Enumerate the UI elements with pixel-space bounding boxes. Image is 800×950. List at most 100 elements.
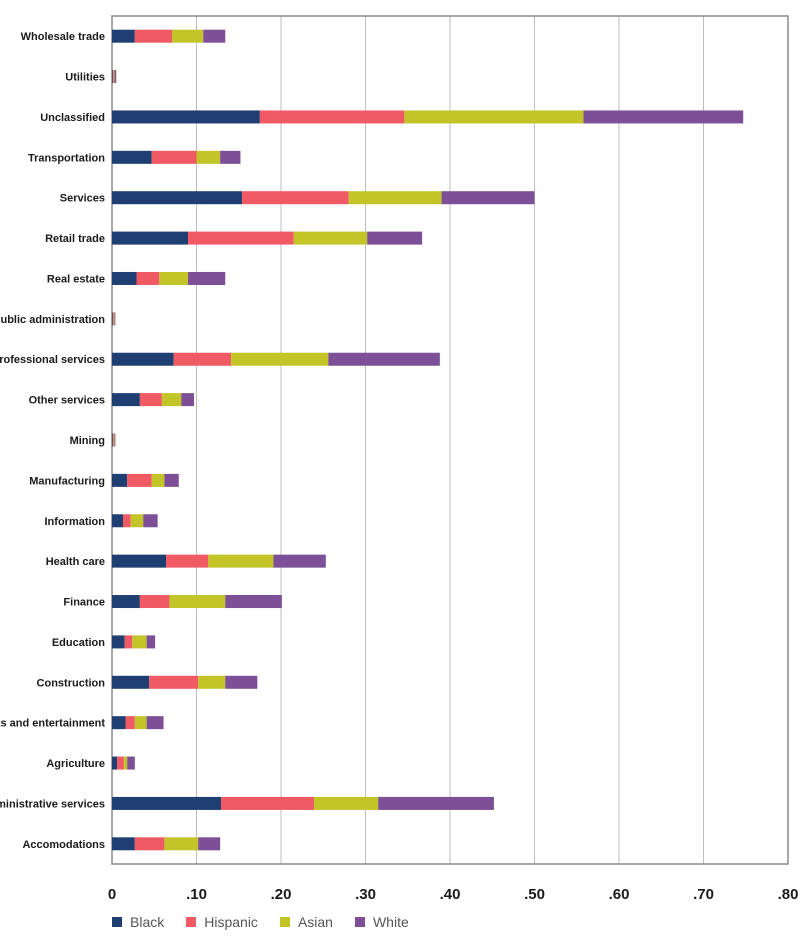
bar-segment-hispanic [112,433,114,447]
bar-segment-black [112,595,140,609]
bar-segment-asian [164,837,199,851]
legend-swatch-hispanic [186,917,197,927]
bar-segment-white [367,231,423,245]
category-label: Finance [63,597,105,609]
bar-segment-white [181,393,194,407]
legend-label-white: White [372,914,409,930]
bar-segment-hispanic [134,29,172,43]
category-label: Administrative services [0,798,105,810]
bar-segment-white [146,716,164,730]
legend-swatch-white [354,917,365,927]
category-label: Mining [70,435,105,447]
bar-segment-hispanic [139,595,170,609]
legend-swatch-asian [279,917,290,927]
bar-segment-white [225,675,258,689]
legend-item-asian: Asian [279,914,333,930]
bar-segment-white [143,514,158,528]
bar-segment-asian [196,150,221,164]
bar-segment-asian [134,716,147,730]
bar-segment-hispanic [124,635,133,649]
bar-segment-black [112,191,243,205]
category-label: Wholesale trade [21,31,105,43]
bar-segment-black [112,473,128,487]
bar-segment-white [583,110,744,124]
bar-segment-white [146,635,156,649]
bar-segment-black [112,716,126,730]
bar-segment-black [112,635,125,649]
bar-segment-black [112,271,137,285]
x-tick-label: .50 [524,886,545,903]
bar-segment-hispanic [139,393,162,407]
x-tick-label: 0 [108,886,116,903]
bar-segment-asian [130,514,144,528]
bar-segment-hispanic [188,231,294,245]
bar-segment-asian [113,70,115,84]
legend: Black Hispanic Asian White [112,914,409,930]
category-label: Professional services [0,354,105,366]
bar-segment-asian [171,29,204,43]
bar-segment-hispanic [136,271,160,285]
bar-segment-hispanic [125,716,135,730]
bar-segment-asian [169,595,226,609]
bar-segment-white [114,312,116,326]
bar-segment-asian [404,110,584,124]
category-label: Information [45,516,106,528]
category-label: Services [60,193,105,205]
category-label: Health care [46,556,105,568]
bar-segment-white [220,150,241,164]
bar-segment-hispanic [259,110,405,124]
bar-segment-asian [231,352,329,366]
bar-segment-black [112,756,118,770]
bar-segment-white [378,796,494,810]
legend-item-hispanic: Hispanic [186,914,258,930]
category-label: Utilities [65,72,105,84]
bar-segment-hispanic [173,352,232,366]
bar-segment-asian [198,675,226,689]
bar-segment-hispanic [122,514,131,528]
x-tick-label: .30 [355,886,376,903]
category-label: Education [52,637,105,649]
bar-segment-white [188,271,226,285]
category-label: Transportation [28,152,105,164]
x-tick-label: .40 [440,886,461,903]
bar-segment-asian [293,231,368,245]
bar-segment-hispanic [151,150,197,164]
bar-segment-black [112,837,135,851]
bar-segment-white [441,191,535,205]
bar-segment-hispanic [149,675,199,689]
bar-segment-black [112,514,123,528]
bar-segment-asian [151,473,165,487]
bar-segment-asian [208,554,274,568]
category-label: Construction [37,677,106,689]
bar-segment-black [112,29,135,43]
bar-segment-white [114,70,117,84]
x-tick-label: .20 [271,886,292,903]
bar-segment-white [225,595,282,609]
x-tick-label: .80 [778,886,799,903]
category-label: Public administration [0,314,105,326]
bar-segment-white [164,473,179,487]
category-label: Accomodations [22,839,105,851]
category-label: Agriculture [46,758,105,770]
bar-segment-black [112,393,140,407]
category-label: Real estate [47,273,105,285]
bar-segment-black [112,231,189,245]
bar-segment-hispanic [127,473,152,487]
bar-segment-black [112,312,113,326]
bar-segment-black [112,554,167,568]
bar-segment-hispanic [166,554,209,568]
bar-segment-hispanic [112,312,114,326]
bar-segment-white [114,433,116,447]
bar-segment-asian [313,796,379,810]
bar-segment-black [112,110,260,124]
legend-label-black: Black [130,914,165,930]
category-label: Manufacturing [29,475,105,487]
legend-label-hispanic: Hispanic [204,914,258,930]
bar-segment-black [112,675,150,689]
legend-label-asian: Asian [297,914,333,930]
bar-segment-asian [113,433,115,447]
bar-segment-asian [348,191,442,205]
bar-segment-hispanic [112,70,114,84]
bar-segment-black [112,352,174,366]
